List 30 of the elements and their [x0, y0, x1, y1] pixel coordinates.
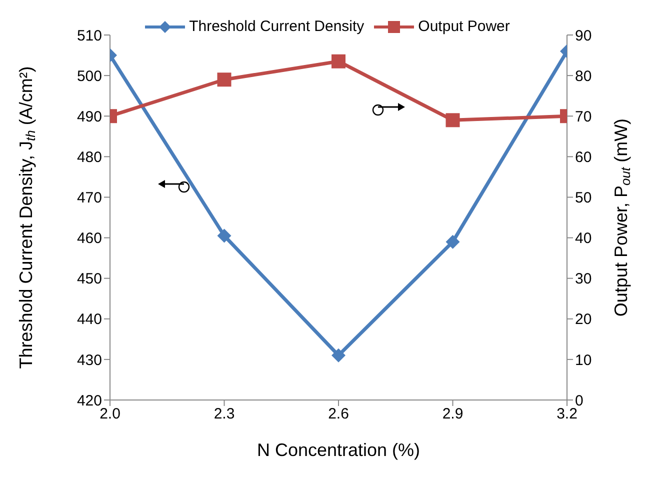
- y2-tick-label: 50: [575, 190, 592, 207]
- y-tick-label: 480: [76, 148, 102, 166]
- x-tick-label: 2.0: [100, 406, 120, 423]
- y-tick-label: 470: [76, 190, 102, 207]
- point: [332, 54, 346, 68]
- point: [332, 348, 346, 362]
- x-tick-label: 3.2: [556, 406, 578, 423]
- x-tick-label: 2.3: [214, 406, 235, 423]
- y2-tick-label: 40: [575, 230, 592, 248]
- y-tick-label: 490: [76, 108, 102, 126]
- y2-tick-label: 70: [575, 108, 592, 126]
- y-tick-label: 430: [76, 352, 102, 369]
- y2-tick-label: 60: [575, 148, 592, 166]
- y-tick-label: 500: [76, 68, 102, 85]
- y2-tick-label: 0: [575, 392, 584, 410]
- y-tick-label: 510: [76, 27, 102, 44]
- x-tick-label: 2.9: [442, 406, 464, 423]
- y2-tick-label: 30: [575, 270, 592, 288]
- y2-tick-label: 10: [575, 352, 592, 369]
- legend-label: Output Power: [418, 18, 510, 35]
- legend-label: Threshold Current Density: [189, 18, 364, 35]
- y2-tick-label: 90: [575, 27, 592, 44]
- x-tick-label: 2.6: [328, 406, 349, 423]
- y2-tick-label: 20: [575, 311, 592, 328]
- y-tick-label: 450: [76, 270, 102, 288]
- y2-tick-label: 80: [575, 68, 592, 85]
- y-tick-label: 460: [76, 230, 102, 248]
- y-tick-label: 420: [76, 392, 102, 410]
- y-tick-label: 440: [76, 311, 102, 328]
- x-axis-title: N Concentration (%): [256, 440, 420, 460]
